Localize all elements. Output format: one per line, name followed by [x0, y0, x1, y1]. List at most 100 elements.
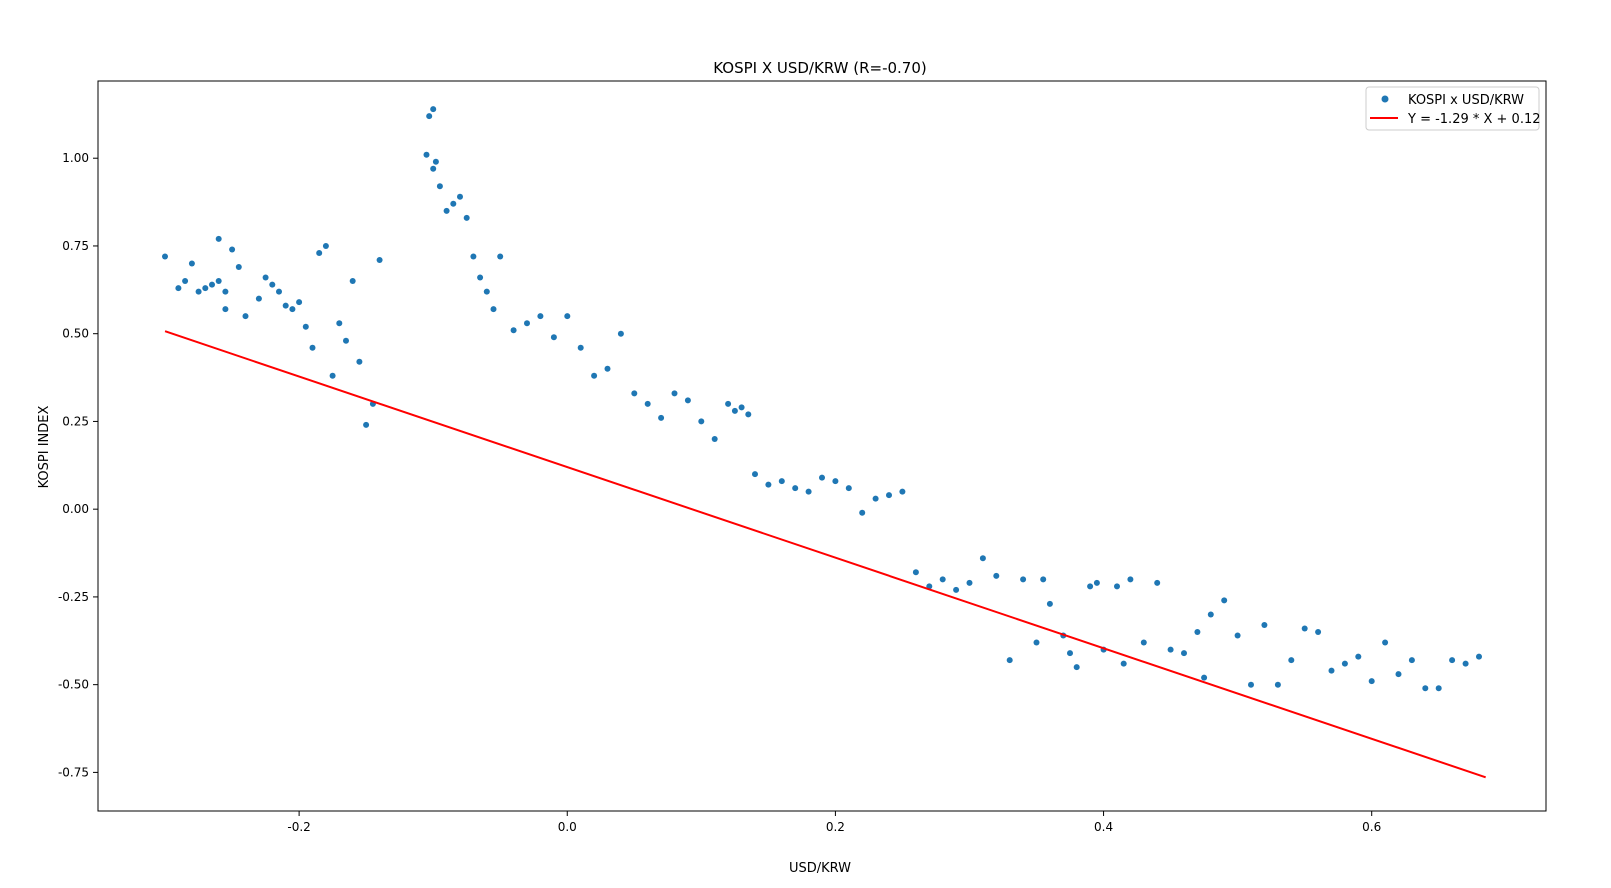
x-tick-label: -0.2	[287, 820, 310, 834]
data-point	[322, 243, 329, 249]
data-point	[1020, 576, 1027, 583]
data-point	[269, 281, 276, 288]
data-point	[363, 421, 370, 428]
data-point	[979, 555, 986, 562]
data-point	[426, 113, 433, 120]
data-point	[698, 418, 705, 425]
data-point	[617, 330, 624, 337]
data-point	[819, 474, 825, 481]
data-point	[1154, 579, 1161, 586]
data-point	[1194, 629, 1201, 635]
regression-line	[164, 330, 1486, 779]
data-point	[432, 158, 439, 165]
data-point	[1261, 622, 1268, 628]
data-point	[235, 264, 242, 270]
data-point	[845, 485, 852, 492]
data-point	[564, 313, 571, 320]
data-point	[1395, 671, 1402, 678]
data-point	[577, 344, 584, 351]
data-point	[792, 485, 799, 492]
data-point	[939, 576, 946, 583]
data-point	[463, 214, 470, 221]
data-point	[644, 400, 651, 407]
data-point	[175, 285, 182, 292]
data-point	[1033, 639, 1040, 646]
data-point	[1073, 664, 1080, 671]
data-point	[993, 572, 1000, 579]
legend: KOSPI x USD/KRW Y = -1.29 * X + 0.12	[1365, 86, 1541, 131]
data-point	[778, 478, 785, 485]
data-point	[490, 306, 497, 313]
data-point	[215, 235, 222, 242]
data-point	[222, 306, 229, 313]
data-point	[209, 281, 215, 288]
data-point	[436, 183, 443, 190]
data-point	[1140, 639, 1147, 646]
chart-title: KOSPI X USD/KRW (R=-0.70)	[713, 59, 927, 77]
x-tick-label: 0.6	[1362, 820, 1381, 834]
data-point	[1006, 657, 1013, 664]
data-point	[450, 200, 457, 207]
data-point	[336, 320, 343, 327]
legend-box	[1365, 86, 1540, 131]
data-point	[591, 372, 598, 379]
data-point	[899, 488, 906, 495]
data-point	[1435, 685, 1442, 692]
data-point	[477, 274, 484, 281]
data-point	[1067, 650, 1073, 657]
data-point	[242, 313, 249, 320]
data-point	[684, 397, 691, 404]
data-point	[1449, 657, 1456, 664]
data-point	[349, 278, 356, 284]
data-point	[1288, 657, 1295, 664]
data-point	[302, 323, 309, 330]
data-point	[1046, 600, 1053, 607]
data-point	[1422, 685, 1429, 692]
data-point	[1127, 576, 1134, 583]
data-point	[1087, 583, 1094, 590]
data-point	[1040, 576, 1047, 583]
data-point	[1274, 681, 1281, 688]
data-point	[423, 151, 430, 158]
scatter-points	[162, 106, 1482, 692]
data-point	[356, 358, 363, 365]
data-point	[1328, 667, 1335, 674]
data-point	[1476, 653, 1482, 660]
legend-marker-scatter	[1381, 95, 1389, 103]
data-point	[1120, 660, 1127, 667]
data-point	[1408, 657, 1415, 664]
data-point	[229, 246, 236, 253]
data-point	[188, 260, 195, 267]
data-point	[457, 193, 463, 200]
data-point	[470, 253, 477, 260]
data-point	[953, 586, 960, 593]
x-axis-label: USD/KRW	[789, 861, 851, 876]
data-point	[738, 404, 745, 411]
data-point	[376, 257, 383, 263]
data-point	[1301, 625, 1308, 632]
data-point	[430, 165, 437, 172]
data-point	[1382, 639, 1389, 646]
data-point	[832, 478, 839, 485]
data-point	[1221, 597, 1228, 604]
data-point	[1462, 660, 1469, 667]
data-point	[510, 327, 517, 334]
data-point	[886, 492, 892, 499]
data-point	[872, 495, 879, 502]
plot-frame	[97, 80, 1547, 812]
y-tick-label: 0.00	[62, 502, 89, 516]
x-tick-label: 0.0	[558, 820, 577, 834]
data-point	[1234, 632, 1241, 639]
data-point	[731, 407, 738, 414]
data-point	[276, 288, 282, 295]
data-point	[1355, 653, 1362, 660]
data-point	[537, 313, 544, 320]
data-point	[1248, 681, 1254, 688]
data-point	[524, 320, 530, 327]
y-tick-label: 1.00	[62, 151, 89, 165]
data-point	[296, 299, 303, 306]
data-point	[162, 253, 168, 260]
data-point	[1093, 579, 1100, 586]
data-point	[550, 334, 557, 341]
data-point	[1368, 678, 1375, 685]
